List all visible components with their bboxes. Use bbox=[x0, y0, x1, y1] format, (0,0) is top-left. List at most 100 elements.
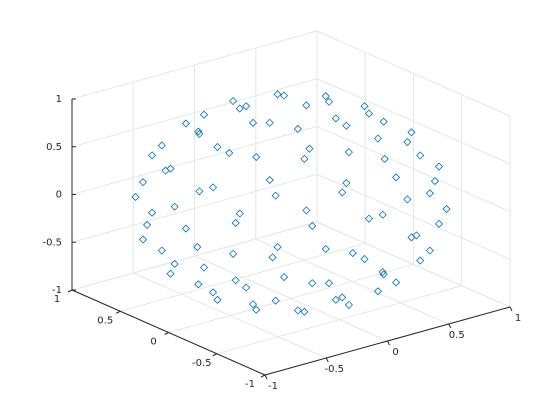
marker bbox=[412, 231, 421, 240]
marker bbox=[442, 204, 451, 214]
y-tick bbox=[164, 332, 169, 335]
marker bbox=[392, 173, 401, 182]
grid-line bbox=[71, 30, 318, 100]
marker bbox=[373, 134, 382, 143]
grid-line bbox=[71, 221, 318, 291]
marker bbox=[242, 102, 251, 111]
marker bbox=[166, 164, 175, 173]
x-tick-label: 0.5 bbox=[449, 330, 465, 341]
marker bbox=[321, 92, 330, 101]
marker bbox=[378, 267, 387, 277]
marker bbox=[300, 154, 309, 163]
marker bbox=[248, 118, 258, 127]
marker bbox=[157, 141, 166, 150]
marker bbox=[231, 218, 240, 228]
marker bbox=[416, 256, 425, 265]
y-tick-label: 0.5 bbox=[97, 315, 113, 326]
x-tick-label: 0 bbox=[392, 347, 398, 358]
marker bbox=[348, 248, 357, 258]
marker bbox=[338, 188, 347, 197]
marker bbox=[416, 151, 425, 160]
marker bbox=[148, 151, 157, 160]
marker bbox=[131, 192, 140, 202]
marker bbox=[342, 121, 351, 130]
marker bbox=[225, 148, 234, 158]
marker bbox=[331, 295, 340, 304]
marker bbox=[273, 90, 282, 99]
x-tick bbox=[509, 306, 513, 312]
marker bbox=[434, 162, 444, 171]
marker bbox=[324, 97, 334, 106]
marker bbox=[213, 295, 222, 304]
marker bbox=[430, 177, 439, 186]
marker bbox=[425, 189, 434, 198]
grid-line bbox=[71, 173, 318, 243]
marker bbox=[280, 272, 289, 282]
marker bbox=[300, 307, 309, 316]
marker bbox=[302, 206, 311, 215]
marker bbox=[195, 187, 204, 196]
marker bbox=[308, 279, 317, 288]
marker bbox=[265, 118, 274, 127]
grid-line bbox=[316, 173, 511, 260]
x-tick bbox=[325, 357, 329, 363]
y-tick bbox=[67, 289, 73, 293]
marker bbox=[268, 253, 277, 262]
marker bbox=[378, 210, 387, 219]
z-tick-label: -1 bbox=[52, 285, 62, 296]
y-tick bbox=[260, 374, 266, 378]
marker bbox=[213, 142, 222, 152]
marker bbox=[407, 233, 416, 242]
marker bbox=[242, 283, 251, 292]
marker bbox=[235, 104, 244, 113]
marker bbox=[379, 117, 388, 126]
marker bbox=[252, 152, 261, 162]
marker bbox=[194, 280, 203, 289]
marker bbox=[194, 127, 203, 136]
marker bbox=[293, 124, 302, 134]
grid-line bbox=[316, 78, 511, 165]
grid-line bbox=[316, 221, 511, 308]
marker bbox=[138, 178, 148, 187]
marker bbox=[181, 224, 190, 233]
marker bbox=[379, 270, 388, 279]
y-tick-label: 0 bbox=[150, 337, 156, 348]
marker bbox=[148, 208, 157, 217]
marker bbox=[342, 178, 351, 188]
marker bbox=[344, 148, 353, 157]
marker bbox=[252, 305, 261, 314]
marker bbox=[324, 279, 334, 288]
marker bbox=[280, 91, 289, 100]
marker bbox=[166, 269, 175, 278]
marker bbox=[181, 119, 190, 128]
z-tick-label: 0 bbox=[56, 190, 62, 201]
marker bbox=[308, 221, 317, 231]
marker bbox=[208, 288, 218, 297]
x-tick bbox=[264, 374, 268, 380]
z-tick-label: 1 bbox=[56, 94, 62, 105]
grid-line bbox=[120, 242, 366, 312]
marker bbox=[193, 242, 202, 252]
x-tick bbox=[448, 323, 452, 329]
marker bbox=[364, 109, 374, 118]
marker bbox=[138, 235, 148, 244]
grid-line bbox=[216, 285, 462, 355]
marker bbox=[161, 166, 170, 175]
marker bbox=[338, 293, 347, 302]
marker bbox=[302, 101, 311, 110]
marker bbox=[407, 128, 416, 137]
marker bbox=[392, 278, 401, 287]
marker bbox=[229, 249, 238, 258]
grid-line bbox=[316, 126, 511, 212]
marker bbox=[248, 300, 258, 309]
marker bbox=[195, 129, 204, 139]
marker bbox=[200, 110, 209, 119]
marker bbox=[143, 220, 152, 229]
y-tick bbox=[212, 353, 217, 357]
marker bbox=[293, 306, 302, 315]
marker bbox=[305, 144, 314, 153]
marker bbox=[380, 154, 389, 164]
marker bbox=[403, 137, 412, 147]
marker bbox=[373, 287, 382, 296]
